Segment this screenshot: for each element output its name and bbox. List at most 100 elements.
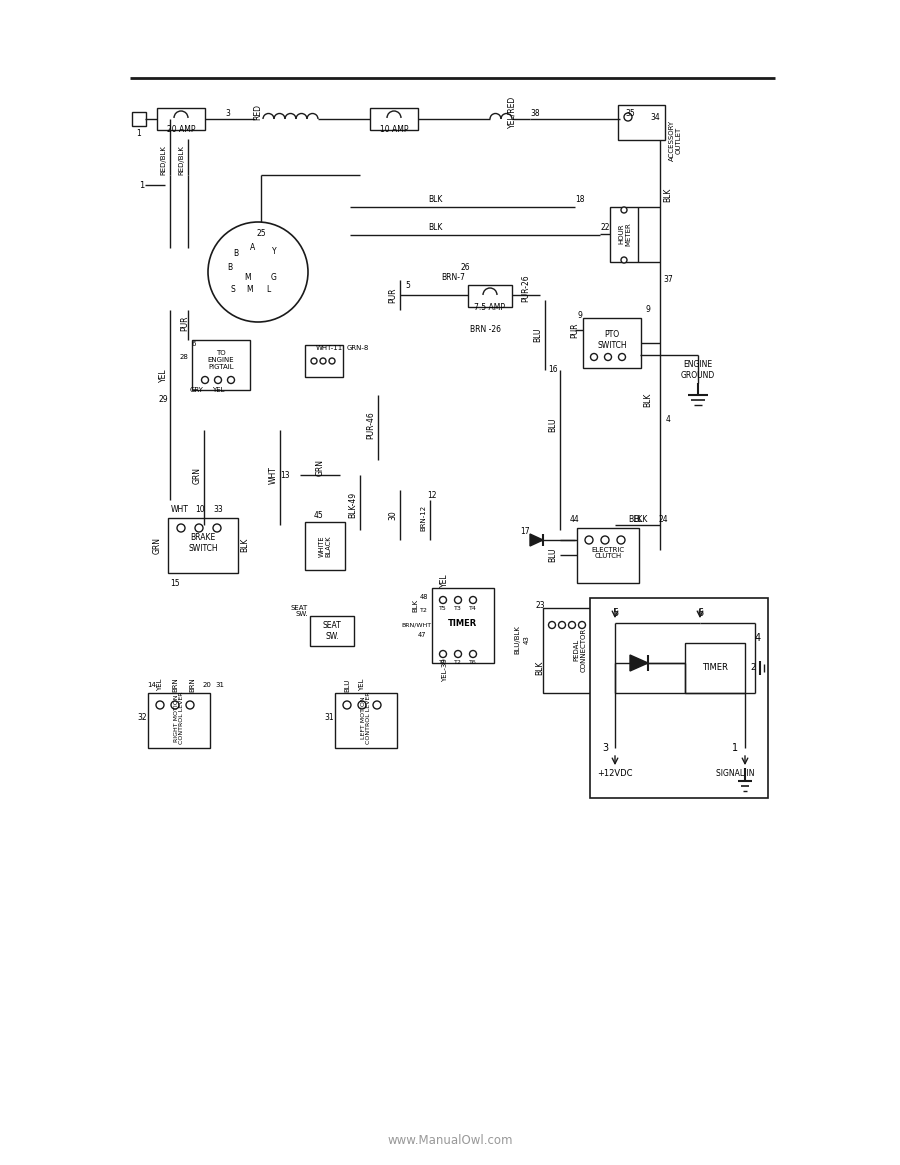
Text: BRN-7: BRN-7 xyxy=(441,274,465,282)
Bar xyxy=(305,345,343,377)
Text: BLK: BLK xyxy=(633,515,647,524)
Text: HOUR
METER: HOUR METER xyxy=(618,223,632,246)
Text: T5: T5 xyxy=(439,606,447,610)
Text: T2: T2 xyxy=(454,659,462,664)
Text: 24: 24 xyxy=(658,515,668,524)
Text: SEAT
SW.: SEAT SW. xyxy=(291,605,308,617)
Text: 9: 9 xyxy=(645,305,651,315)
Bar xyxy=(168,518,238,573)
Text: YEL: YEL xyxy=(439,573,448,587)
Text: 44: 44 xyxy=(570,515,580,524)
Text: 29: 29 xyxy=(158,395,167,404)
Circle shape xyxy=(618,353,626,360)
Text: RED/BLK: RED/BLK xyxy=(160,146,166,175)
Bar xyxy=(468,285,512,308)
Text: YEL/RED: YEL/RED xyxy=(508,96,517,128)
Text: PUR: PUR xyxy=(181,316,190,331)
Text: 23: 23 xyxy=(536,600,544,609)
Circle shape xyxy=(454,650,462,657)
Text: TIMER: TIMER xyxy=(448,619,478,628)
Text: 1: 1 xyxy=(137,128,141,137)
Bar xyxy=(610,207,638,262)
Text: YEL-39: YEL-39 xyxy=(442,658,448,682)
Text: G: G xyxy=(271,273,277,282)
Text: PUR-46: PUR-46 xyxy=(366,411,375,439)
Bar xyxy=(583,318,641,368)
Circle shape xyxy=(202,376,209,383)
Circle shape xyxy=(548,621,555,628)
Text: A: A xyxy=(250,242,256,252)
Circle shape xyxy=(186,701,194,709)
Text: BLU/BLK: BLU/BLK xyxy=(514,626,520,655)
Text: BRN: BRN xyxy=(189,678,195,692)
Text: 7.5 AMP: 7.5 AMP xyxy=(474,304,506,312)
Text: YEL: YEL xyxy=(157,679,163,691)
Text: WHT-11: WHT-11 xyxy=(316,345,343,351)
Circle shape xyxy=(439,650,446,657)
Circle shape xyxy=(569,621,575,628)
Text: PUR: PUR xyxy=(389,288,398,303)
Text: 3: 3 xyxy=(602,743,608,753)
Bar xyxy=(618,105,665,140)
Text: WHT: WHT xyxy=(268,466,277,483)
Text: 34: 34 xyxy=(650,113,660,122)
Text: BLK: BLK xyxy=(628,515,643,524)
Polygon shape xyxy=(530,534,543,546)
Text: RED/BLK: RED/BLK xyxy=(178,146,184,175)
Text: BLK: BLK xyxy=(240,538,249,552)
Text: B: B xyxy=(233,249,238,259)
Text: L: L xyxy=(266,285,270,295)
Text: 18: 18 xyxy=(575,196,585,205)
Circle shape xyxy=(329,358,335,363)
Text: WHITE
BLACK: WHITE BLACK xyxy=(319,535,331,557)
Text: 1: 1 xyxy=(140,181,145,190)
Circle shape xyxy=(624,113,632,121)
Text: 25: 25 xyxy=(256,230,266,239)
Text: S: S xyxy=(230,285,236,295)
Text: 5: 5 xyxy=(612,608,618,617)
Text: 33: 33 xyxy=(213,506,223,515)
Text: Y: Y xyxy=(272,247,276,256)
Text: 47: 47 xyxy=(418,631,427,638)
Bar xyxy=(577,528,639,582)
Text: SIGNAL IN: SIGNAL IN xyxy=(716,769,754,777)
Text: 37: 37 xyxy=(663,275,673,284)
Circle shape xyxy=(559,621,565,628)
Text: ELECTRIC
CLUTCH: ELECTRIC CLUTCH xyxy=(591,546,625,559)
Circle shape xyxy=(585,536,593,544)
Circle shape xyxy=(439,596,446,603)
Text: 15: 15 xyxy=(170,579,180,587)
Circle shape xyxy=(195,524,203,532)
Text: 26: 26 xyxy=(460,263,470,273)
Text: 3: 3 xyxy=(226,108,230,118)
Text: BLK: BLK xyxy=(412,599,418,612)
Bar xyxy=(432,588,494,663)
Circle shape xyxy=(617,536,625,544)
Circle shape xyxy=(228,376,235,383)
Text: +12VDC: +12VDC xyxy=(598,769,633,777)
Text: RED: RED xyxy=(254,104,263,120)
Text: ACCESSORY
OUTLET: ACCESSORY OUTLET xyxy=(669,120,681,161)
Bar xyxy=(157,108,205,130)
Text: 9: 9 xyxy=(578,311,582,319)
Text: 13: 13 xyxy=(280,471,290,480)
Circle shape xyxy=(470,650,476,657)
Circle shape xyxy=(343,701,351,709)
Text: BLU: BLU xyxy=(344,678,350,692)
Text: BLK: BLK xyxy=(428,196,442,205)
Text: PUR: PUR xyxy=(571,323,580,338)
Text: 38: 38 xyxy=(530,108,540,118)
Circle shape xyxy=(601,536,609,544)
Circle shape xyxy=(208,223,308,322)
Circle shape xyxy=(605,353,611,360)
Text: BLK: BLK xyxy=(428,224,442,233)
Bar xyxy=(543,608,595,693)
Text: 2: 2 xyxy=(751,664,756,672)
Bar xyxy=(132,112,146,126)
Circle shape xyxy=(156,701,164,709)
Text: 12: 12 xyxy=(428,490,436,500)
Text: PTO
SWITCH: PTO SWITCH xyxy=(598,331,626,350)
Text: 22: 22 xyxy=(600,224,610,233)
Text: BLK-49: BLK-49 xyxy=(348,492,357,518)
Text: GRN: GRN xyxy=(316,459,325,476)
